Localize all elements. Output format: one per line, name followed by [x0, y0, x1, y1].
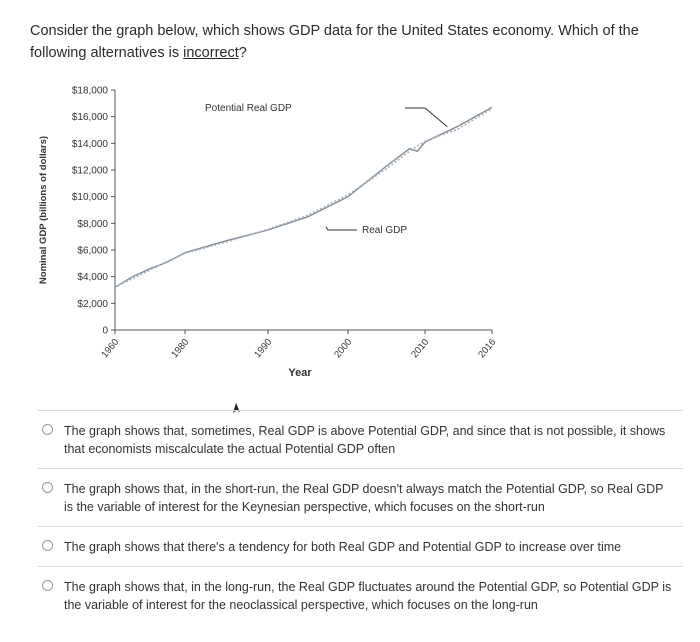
- answer-options: The graph shows that, sometimes, Real GD…: [38, 410, 683, 624]
- answer-option-4-text: The graph shows that, in the long-run, t…: [64, 580, 672, 612]
- question-text: Consider the graph below, which shows GD…: [30, 20, 680, 64]
- annotation-leader-potential: [405, 107, 448, 128]
- answer-option-3-text: The graph shows that there's a tendency …: [64, 540, 622, 554]
- y-tick-label: $10,000: [72, 192, 109, 203]
- gdp-chart: 0 $2,000 $4,000 $6,000 $8,000 $10,000 $12,000 $…: [38, 86, 498, 380]
- answer-option-3[interactable]: The graph shows that there's a tendency …: [38, 526, 683, 566]
- radio-button-3[interactable]: [42, 540, 53, 551]
- radio-button-1[interactable]: [42, 424, 53, 435]
- question-text-main: Consider the graph below, which shows GD…: [30, 23, 639, 61]
- answer-option-1-text: The graph shows that, sometimes, Real GD…: [64, 424, 666, 456]
- x-axis-label: Year: [288, 367, 312, 379]
- question-emphasis: incorrect: [183, 45, 239, 61]
- question-end: ?: [238, 45, 247, 61]
- x-tick-label: 2000: [332, 337, 354, 360]
- y-tick-label: $2,000: [77, 299, 108, 310]
- y-tick-label: $12,000: [72, 166, 109, 177]
- annotation-leader-real: [325, 226, 357, 231]
- y-tick-label: $14,000: [72, 139, 109, 150]
- series-line-real-gdp: [114, 106, 493, 288]
- y-axis-label: Nominal GDP (billions of dollars): [38, 136, 49, 284]
- y-tick-label: $16,000: [72, 112, 109, 123]
- y-tick-label: $18,000: [72, 86, 109, 97]
- x-tick-label: 2016: [476, 337, 498, 360]
- x-tick-label: 1960: [99, 337, 121, 360]
- y-tick-label: 0: [102, 326, 108, 337]
- answer-option-2-text: The graph shows that, in the short-run, …: [64, 482, 664, 514]
- radio-button-4[interactable]: [42, 580, 53, 591]
- x-tick-label: 2010: [409, 337, 431, 360]
- annotation-potential-real-gdp: Potential Real GDP: [205, 103, 292, 114]
- answer-option-4[interactable]: The graph shows that, in the long-run, t…: [38, 566, 683, 624]
- y-tick-label: $8,000: [77, 219, 108, 230]
- answer-option-1[interactable]: The graph shows that, sometimes, Real GD…: [38, 410, 683, 468]
- x-tick-label: 1980: [169, 337, 191, 360]
- series-line-potential-real-gdp: [114, 108, 493, 288]
- y-tick-label: $4,000: [77, 272, 108, 283]
- radio-button-2[interactable]: [42, 482, 53, 493]
- y-tick-label: $6,000: [77, 246, 108, 257]
- annotation-real-gdp: Real GDP: [362, 225, 407, 236]
- answer-option-2[interactable]: The graph shows that, in the short-run, …: [38, 468, 683, 526]
- x-tick-label: 1990: [252, 337, 274, 360]
